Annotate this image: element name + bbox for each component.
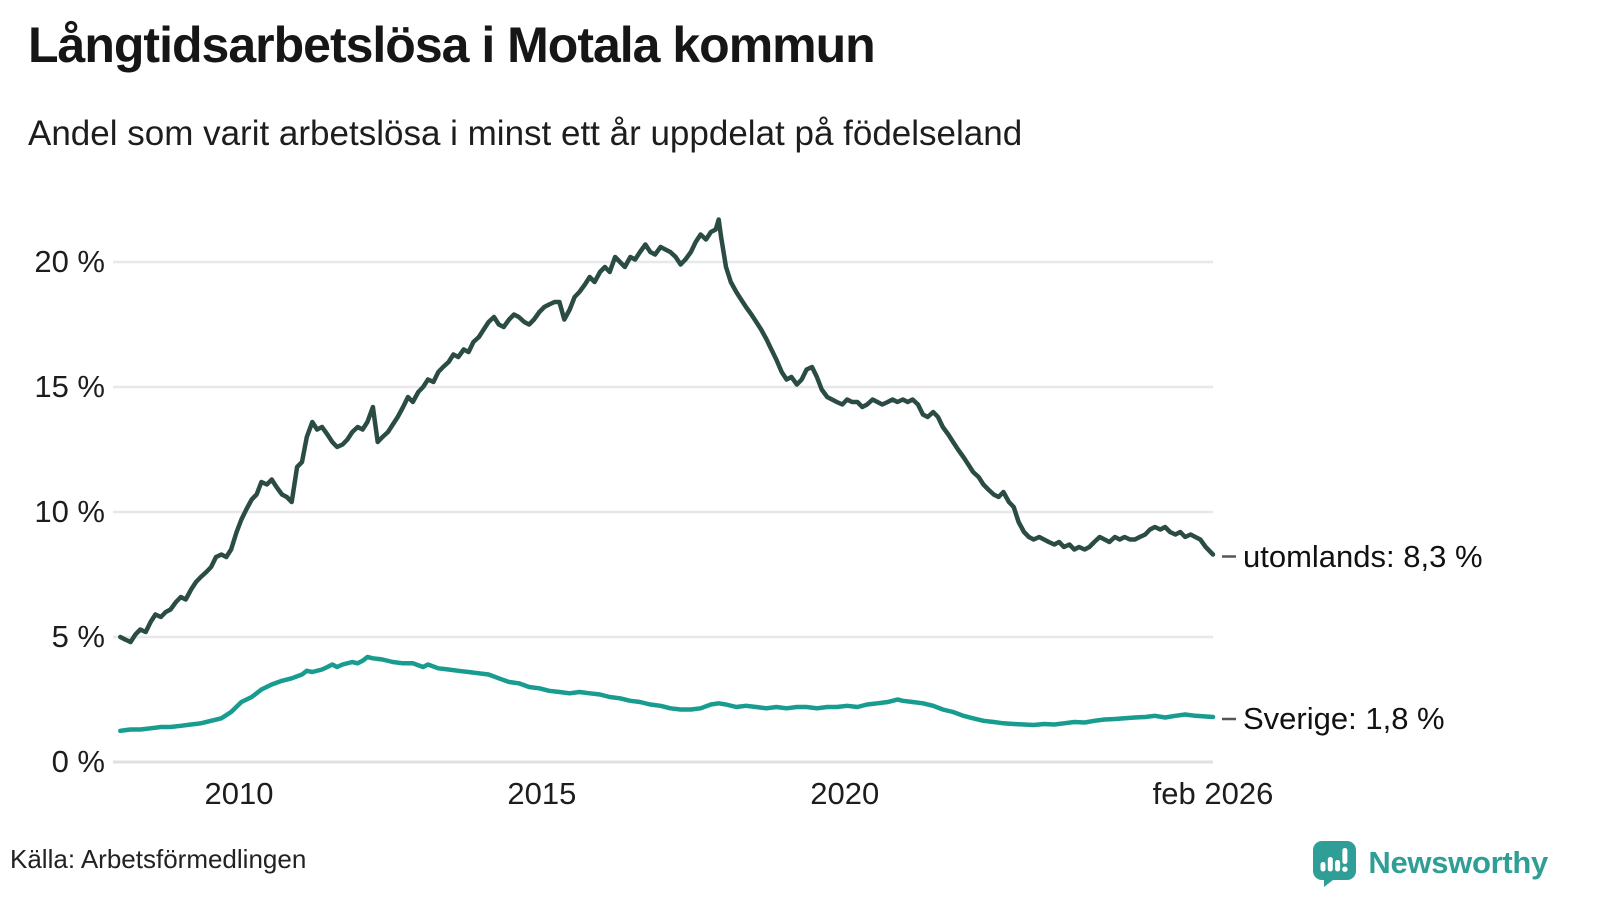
x-tick-label-2010: 2010 bbox=[204, 776, 274, 811]
y-tick-label-10: 10 % bbox=[34, 494, 105, 529]
newsworthy-logo[interactable]: Newsworthy bbox=[1311, 838, 1548, 888]
newsworthy-bubble-icon bbox=[1311, 840, 1358, 887]
page-subtitle: Andel som varit arbetslösa i minst ett å… bbox=[28, 114, 1023, 153]
x-tick-label-2020: 2020 bbox=[810, 776, 880, 811]
y-tick-label-0: 0 % bbox=[51, 744, 105, 779]
y-tick-label-15: 15 % bbox=[34, 369, 105, 404]
series-end-label-sverige: Sverige: 1,8 % bbox=[1243, 701, 1445, 736]
page-title: Långtidsarbetslösa i Motala kommun bbox=[28, 17, 876, 73]
y-tick-label-5: 5 % bbox=[51, 619, 105, 654]
y-tick-label-20: 20 % bbox=[34, 244, 105, 279]
series-line-sverige bbox=[118, 654, 1216, 734]
x-tick-label-2015: 2015 bbox=[507, 776, 577, 811]
end-label-dashes bbox=[1222, 555, 1236, 721]
series-end-label-utomlands: utomlands: 8,3 % bbox=[1243, 538, 1483, 574]
series-line-utomlands bbox=[118, 217, 1216, 645]
source-note: Källa: Arbetsförmedlingen bbox=[10, 844, 307, 874]
series-lines bbox=[118, 217, 1216, 734]
x-tick-label-feb-2026: feb 2026 bbox=[1152, 776, 1274, 811]
newsworthy-wordmark: Newsworthy bbox=[1368, 845, 1548, 880]
gridlines bbox=[113, 260, 1213, 764]
